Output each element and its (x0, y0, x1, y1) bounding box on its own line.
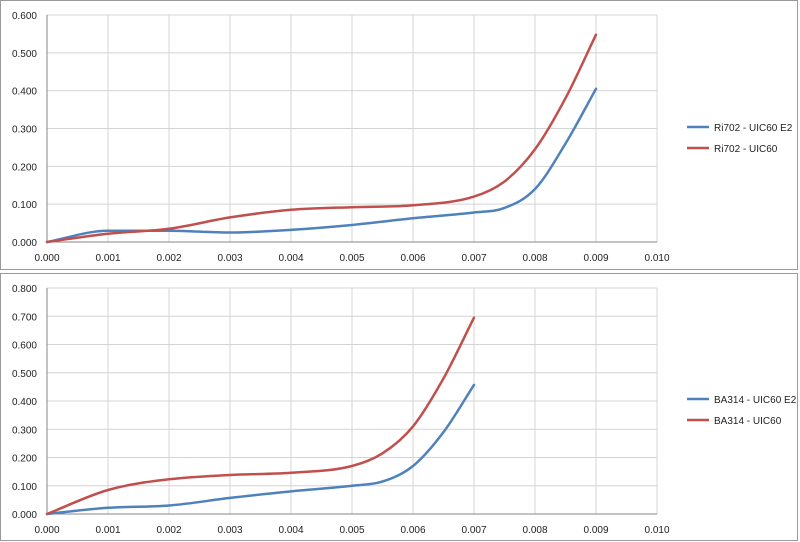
y-tick-label: 0.100 (12, 482, 37, 493)
x-tick-label: 0.002 (156, 525, 181, 536)
x-tick-label: 0.000 (34, 253, 59, 264)
y-tick-label: 0.600 (12, 341, 37, 352)
x-tick-label: 0.010 (644, 253, 669, 264)
x-tick-label: 0.007 (461, 253, 486, 264)
legend-label: Ri702 - UIC60 (714, 144, 778, 155)
y-tick-label: 0.100 (12, 200, 37, 211)
x-tick-label: 0.008 (522, 525, 547, 536)
x-tick-label: 0.001 (95, 525, 120, 536)
legend-label: BA314 - UIC60 (714, 416, 782, 427)
x-tick-label: 0.004 (278, 253, 303, 264)
x-tick-label: 0.003 (217, 253, 242, 264)
x-tick-label: 0.004 (278, 525, 303, 536)
series-line-2 (45, 316, 476, 516)
legend-label: Ri702 - UIC60 E2 (714, 123, 793, 134)
y-tick-label: 0.000 (12, 238, 37, 249)
y-tick-label: 0.300 (12, 125, 37, 136)
x-tick-label: 0.010 (644, 525, 669, 536)
y-tick-label: 0.500 (12, 49, 37, 60)
y-tick-label: 0.400 (12, 397, 37, 408)
chart-panel-bottom: 0.000 0.001 0.002 0.003 0.004 0.005 0.006 0.007… (0, 273, 798, 541)
x-tick-label: 0.006 (400, 525, 425, 536)
x-tick-label: 0.008 (522, 253, 547, 264)
x-tick-label: 0.000 (34, 525, 59, 536)
legend-label: BA314 - UIC60 E2 (714, 395, 797, 406)
x-tick-label: 0.009 (583, 253, 608, 264)
chart-panel-top: 0.000 0.001 0.002 0.003 0.004 0.005 0.006 0.007… (0, 0, 798, 270)
y-tick-label: 0.500 (12, 369, 37, 380)
y-tick-label: 0.000 (12, 510, 37, 521)
y-tick-label: 0.200 (12, 162, 37, 173)
x-tick-label: 0.003 (217, 525, 242, 536)
x-tick-label: 0.006 (400, 253, 425, 264)
x-tick-label: 0.009 (583, 525, 608, 536)
y-tick-label: 0.400 (12, 87, 37, 98)
series-line-1 (45, 383, 476, 516)
chart-bottom: 0.000 0.001 0.002 0.003 0.004 0.005 0.006 0.007… (12, 284, 797, 536)
x-tick-label: 0.001 (95, 253, 120, 264)
y-tick-label: 0.200 (12, 454, 37, 465)
y-tick-label: 0.300 (12, 425, 37, 436)
y-tick-label: 0.600 (12, 11, 37, 22)
x-tick-label: 0.002 (156, 253, 181, 264)
x-tick-label: 0.007 (461, 525, 486, 536)
series-line-2 (45, 33, 598, 244)
chart-top: 0.000 0.001 0.002 0.003 0.004 0.005 0.006 0.007… (12, 11, 793, 264)
x-tick-label: 0.005 (339, 525, 364, 536)
series-line-1 (45, 87, 598, 244)
x-tick-label: 0.005 (339, 253, 364, 264)
y-tick-label: 0.700 (12, 312, 37, 323)
y-tick-label: 0.800 (12, 284, 37, 295)
